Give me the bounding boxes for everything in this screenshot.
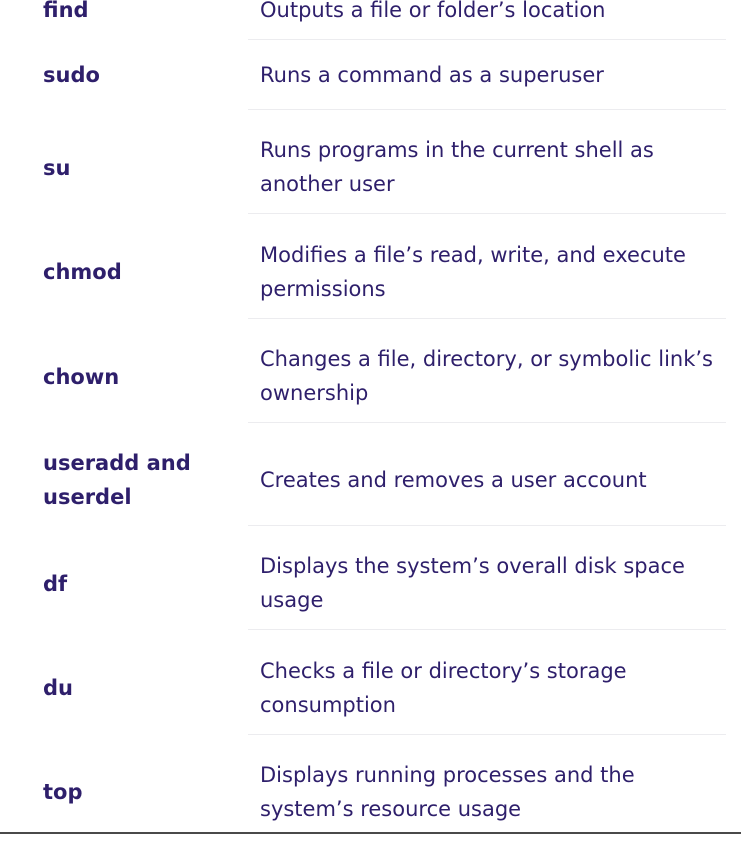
command-name: chown [43, 364, 120, 389]
table-row: chown Changes a file, directory, or symb… [0, 319, 741, 422]
command-name: useradd and userdel [43, 451, 191, 509]
table-row: su Runs programs in the current shell as… [0, 110, 741, 213]
command-description: Outputs a file or folder’s location [260, 0, 606, 22]
table-row: sudo Runs a command as a superuser [0, 40, 741, 109]
row-divider [248, 734, 726, 735]
command-name: du [43, 676, 73, 700]
row-divider [248, 213, 726, 214]
row-divider [248, 109, 726, 110]
row-divider [248, 422, 726, 423]
table-row: du Checks a file or directory’s storage … [0, 630, 741, 734]
command-description: Changes a file, directory, or symbolic l… [260, 347, 713, 405]
command-name: df [43, 572, 68, 596]
command-name: sudo [43, 62, 100, 87]
table-row: df Displays the system’s overall disk sp… [0, 526, 741, 629]
table-bottom-border [0, 832, 741, 834]
command-description: Runs programs in the current shell as an… [260, 138, 654, 196]
command-description: Modifies a file’s read, write, and execu… [260, 243, 686, 301]
command-description: Displays running processes and the syste… [260, 763, 635, 821]
command-name: top [43, 780, 83, 804]
command-name: chmod [43, 260, 122, 284]
command-description: Checks a file or directory’s storage con… [260, 659, 627, 717]
command-name: find [43, 0, 89, 22]
row-divider [248, 318, 726, 319]
command-description: Creates and removes a user account [260, 467, 647, 492]
row-divider [248, 629, 726, 630]
table-row: useradd and userdel Creates and removes … [0, 423, 741, 525]
row-divider [248, 39, 726, 40]
table-row: chmod Modifies a file’s read, write, and… [0, 214, 741, 318]
command-name: su [43, 156, 71, 180]
command-description: Displays the system’s overall disk space… [260, 554, 685, 612]
table-row: top Displays running processes and the s… [0, 735, 741, 832]
table-row: find Outputs a file or folder’s location [0, 0, 741, 40]
command-description: Runs a command as a superuser [260, 62, 604, 87]
row-divider [248, 525, 726, 526]
